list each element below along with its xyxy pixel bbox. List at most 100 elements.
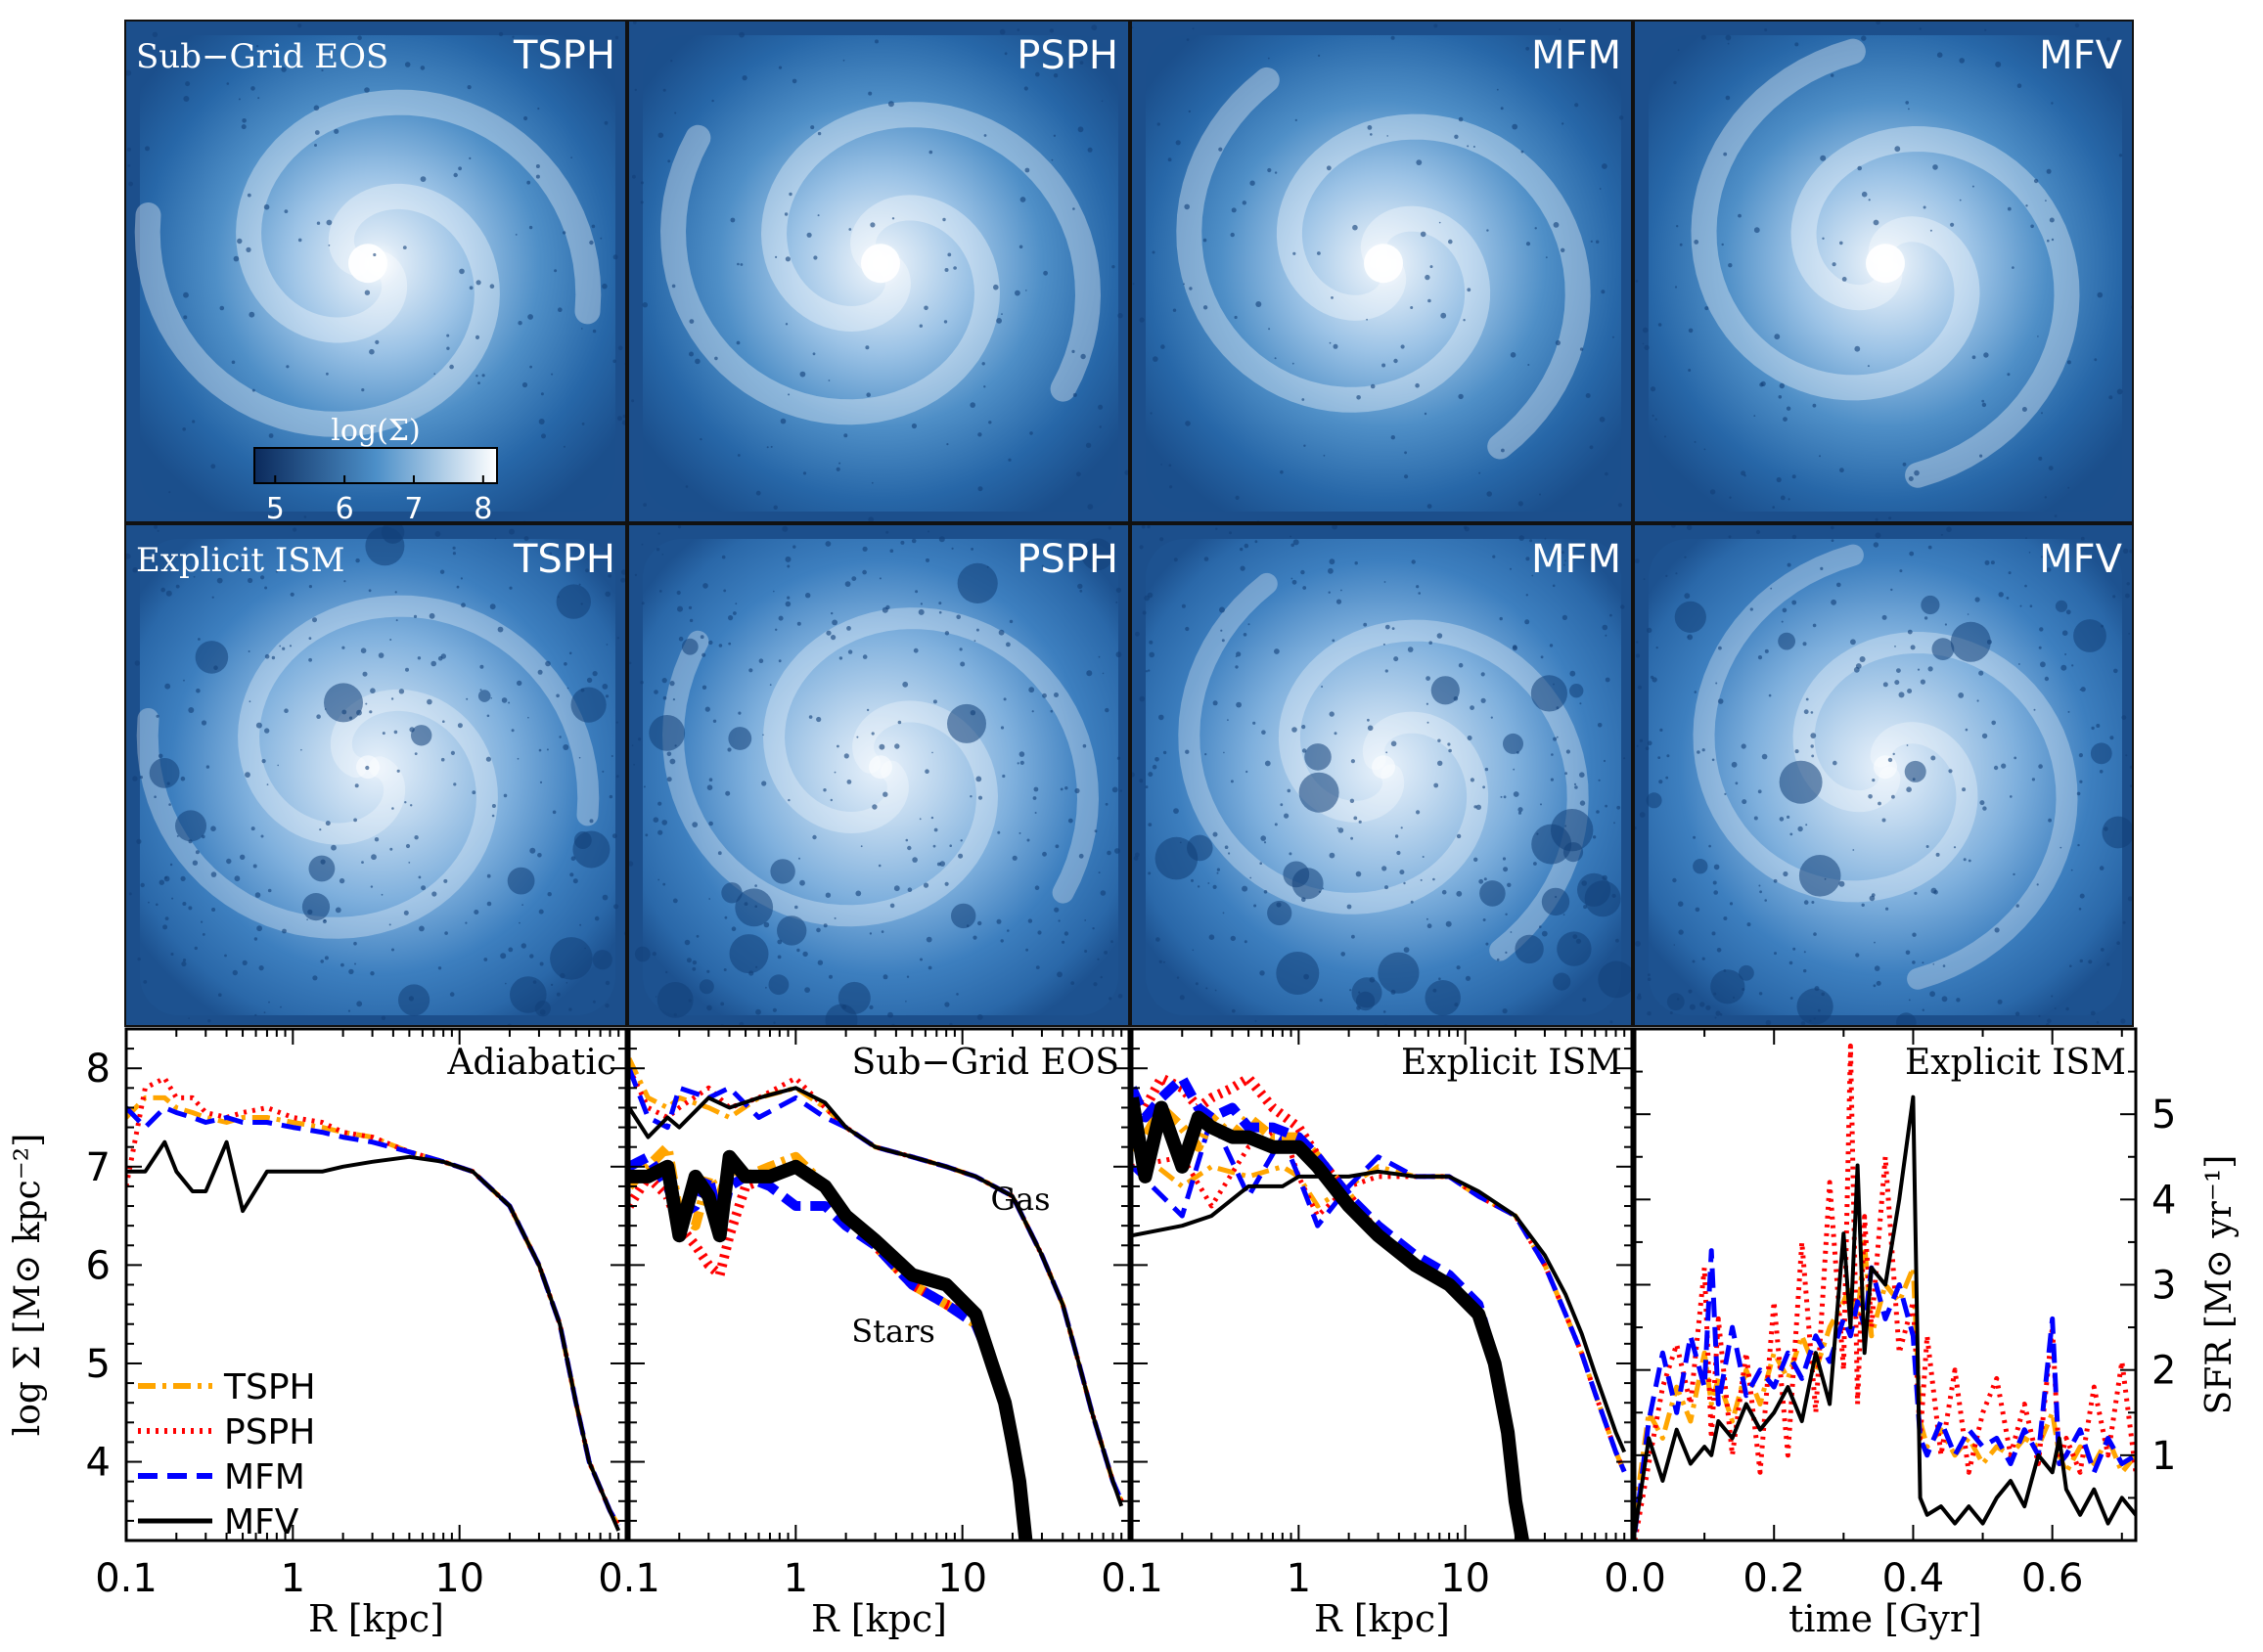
dense-clump [1319, 999, 1323, 1003]
dense-clump [1898, 692, 1905, 698]
dense-clump [2091, 726, 2095, 731]
dense-clump [817, 131, 822, 136]
galaxy-density-map [126, 525, 625, 1025]
dense-clump [1216, 868, 1220, 871]
dense-clump [1192, 949, 1195, 952]
dense-clump [1787, 562, 1791, 567]
dense-clump [641, 602, 645, 605]
dense-clump [1581, 880, 1587, 886]
dense-clump [844, 581, 851, 587]
dense-clump [418, 875, 422, 879]
spiral-arm [134, 183, 500, 437]
dense-clump [509, 528, 515, 535]
dense-clump [1712, 880, 1717, 885]
dense-clump [1561, 247, 1565, 252]
stars-annotation: Stars [851, 1313, 935, 1350]
dense-clump [1416, 585, 1420, 589]
dense-clump [1553, 222, 1560, 228]
dense-clump [1473, 805, 1477, 809]
dense-clump [656, 548, 660, 552]
dense-clump [640, 681, 644, 685]
dense-clump [1669, 1011, 1673, 1014]
dense-clump [171, 897, 174, 900]
dense-clump [906, 975, 910, 978]
dense-clump [2031, 778, 2035, 781]
dense-clump [1717, 698, 1724, 704]
dense-clump [1363, 622, 1368, 627]
dense-clump [739, 31, 745, 38]
dense-clump [838, 656, 843, 660]
dense-clump [702, 583, 708, 589]
dense-clump [1256, 520, 1260, 521]
dense-clump [1555, 339, 1561, 346]
dense-clump [1147, 592, 1154, 599]
dense-clump [389, 847, 393, 851]
dense-clump [195, 850, 200, 855]
dense-clump [1484, 767, 1489, 772]
dense-clump [649, 715, 686, 751]
dense-clump [785, 256, 791, 262]
dense-clump [248, 577, 253, 584]
dense-clump [1874, 941, 1876, 944]
dense-clump [405, 667, 409, 672]
dense-clump [944, 631, 950, 636]
dense-clump [796, 621, 801, 626]
dense-clump [1589, 445, 1594, 450]
dense-clump [2070, 869, 2073, 871]
dense-clump [897, 720, 902, 725]
dense-clump [149, 758, 180, 788]
dense-clump [727, 747, 732, 752]
dense-clump [949, 844, 952, 847]
dense-clump [1057, 971, 1063, 978]
dense-clump [611, 833, 617, 839]
dense-clump [564, 662, 567, 666]
dense-clump [736, 340, 741, 345]
dense-clump [1871, 893, 1876, 897]
x-tick-label: 0.0 [1604, 1556, 1666, 1601]
dense-clump [1287, 788, 1291, 793]
dense-clump [2046, 1023, 2050, 1025]
dense-clump [317, 547, 321, 550]
dense-clump [158, 879, 164, 885]
dense-clump [540, 392, 544, 396]
dense-clump [951, 903, 976, 929]
dense-clump [1478, 878, 1484, 884]
dense-clump [1080, 353, 1086, 360]
dense-clump [1318, 54, 1321, 58]
dense-clump [1965, 728, 1969, 732]
dense-clump [1590, 240, 1593, 243]
dense-clump [1158, 960, 1162, 963]
dense-clump [410, 804, 413, 807]
dense-clump [606, 559, 611, 565]
dense-clump [1329, 711, 1335, 717]
dense-clump [1959, 199, 1962, 201]
dense-clump [1602, 624, 1608, 631]
dense-clump [834, 771, 837, 774]
dense-clump [1416, 810, 1421, 815]
dense-clump [1811, 901, 1815, 904]
dense-clump [624, 362, 625, 366]
series-line-psph [1132, 1125, 1627, 1473]
dense-clump [846, 626, 851, 631]
dense-clump [699, 979, 714, 995]
dense-clump [486, 873, 491, 878]
dense-clump [920, 603, 923, 605]
dense-clump [1367, 725, 1374, 732]
dense-clump [521, 904, 523, 906]
dense-clump [2118, 154, 2123, 157]
spiral-arms [659, 102, 1102, 425]
dense-clump [939, 861, 945, 867]
dense-clump [211, 908, 216, 912]
dense-clump [938, 602, 942, 605]
dense-clump [381, 1015, 386, 1020]
dense-clump [1638, 993, 1642, 997]
dense-clump [529, 847, 536, 854]
dense-clump [692, 960, 698, 965]
dense-clump [1635, 653, 1641, 658]
dense-clump [1353, 816, 1358, 821]
dense-clump [2101, 948, 2105, 952]
dense-clump [1525, 557, 1530, 561]
dense-clump [240, 854, 246, 860]
spiral-arms [1691, 38, 2080, 488]
dense-clump [1009, 619, 1014, 624]
